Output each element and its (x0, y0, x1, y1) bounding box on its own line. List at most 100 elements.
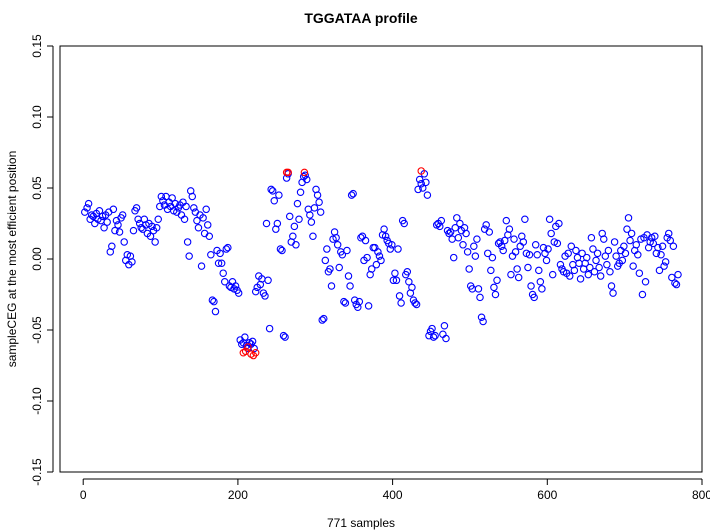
data-point (374, 248, 382, 256)
data-point (343, 246, 351, 255)
data-point (214, 259, 223, 268)
data-point (482, 221, 490, 229)
data-point (202, 205, 210, 214)
y-tick-label: -0.05 (30, 316, 44, 344)
x-axis: 0 200 400 600 800 (80, 478, 710, 502)
data-point (244, 343, 252, 351)
data-point (193, 216, 201, 225)
data-point (669, 242, 678, 250)
data-point (595, 263, 603, 272)
data-point (674, 270, 682, 279)
data-point (182, 202, 190, 211)
data-point (496, 238, 504, 246)
y-axis-label: sampleCEG at the most efficient position (5, 151, 19, 368)
data-point (490, 283, 498, 292)
data-point (129, 226, 138, 235)
data-point (310, 204, 319, 212)
data-point (483, 249, 492, 258)
data-point (234, 289, 243, 297)
data-point (629, 262, 637, 270)
data-point (400, 219, 408, 228)
data-point (211, 307, 220, 316)
data-point (507, 270, 515, 279)
data-point (267, 185, 275, 194)
data-point (536, 277, 545, 286)
data-point (300, 168, 309, 177)
data-point (313, 191, 322, 199)
data-point (623, 225, 631, 233)
data-point (607, 282, 616, 290)
data-point (347, 191, 356, 199)
data-point (417, 179, 425, 188)
data-point (473, 235, 481, 243)
data-point (248, 337, 257, 346)
data-point (655, 266, 664, 275)
data-point (606, 268, 614, 276)
data-point (638, 290, 647, 299)
data-point (641, 277, 650, 286)
data-point (479, 317, 487, 326)
data-point (431, 331, 439, 340)
data-point (417, 167, 425, 175)
data-point (95, 206, 104, 215)
data-point (392, 276, 401, 285)
data-point (275, 191, 283, 199)
data-point (321, 256, 330, 265)
data-point (375, 252, 384, 260)
data-point (548, 270, 557, 279)
data-point (273, 219, 282, 228)
data-point (604, 246, 613, 255)
plot-area-frame (59, 45, 703, 473)
data-point (485, 228, 494, 236)
data-point (307, 218, 316, 226)
data-point (296, 188, 305, 197)
data-point (295, 215, 303, 223)
data-point (632, 241, 641, 249)
data-point (115, 228, 124, 236)
data-point (586, 263, 594, 272)
data-point (332, 233, 340, 242)
chart-title: TGGATAA profile (304, 10, 417, 26)
data-point (199, 214, 207, 222)
data-point (381, 232, 390, 241)
data-point (624, 214, 633, 222)
data-point (603, 260, 611, 269)
data-point (103, 218, 111, 226)
data-point (535, 266, 543, 275)
data-point (555, 219, 563, 228)
data-point (593, 249, 602, 258)
data-point (576, 275, 585, 283)
data-point (222, 245, 231, 253)
data-point (188, 192, 197, 201)
data-point (284, 168, 292, 177)
data-point (290, 222, 299, 231)
y-tick-label: 0.10 (30, 105, 44, 129)
data-point (251, 348, 260, 357)
data-point (323, 245, 331, 253)
data-point (262, 219, 271, 228)
data-point (231, 282, 240, 290)
data-point (545, 215, 554, 223)
data-point (316, 208, 325, 216)
data-point (397, 299, 405, 307)
data-point (205, 232, 214, 241)
data-point (327, 282, 336, 290)
data-point (442, 334, 450, 343)
data-point (340, 297, 348, 306)
data-point (538, 285, 546, 293)
data-point (657, 250, 665, 259)
data-point (134, 215, 142, 223)
data-point (499, 246, 507, 255)
data-point (268, 187, 277, 195)
data-point (341, 299, 350, 307)
data-point (203, 221, 212, 229)
data-point (666, 236, 675, 245)
data-point (626, 236, 634, 245)
data-point (422, 178, 430, 187)
data-point (264, 276, 272, 285)
data-point (570, 266, 579, 275)
data-point (451, 224, 460, 232)
data-point (168, 194, 176, 202)
data-point (440, 321, 449, 330)
